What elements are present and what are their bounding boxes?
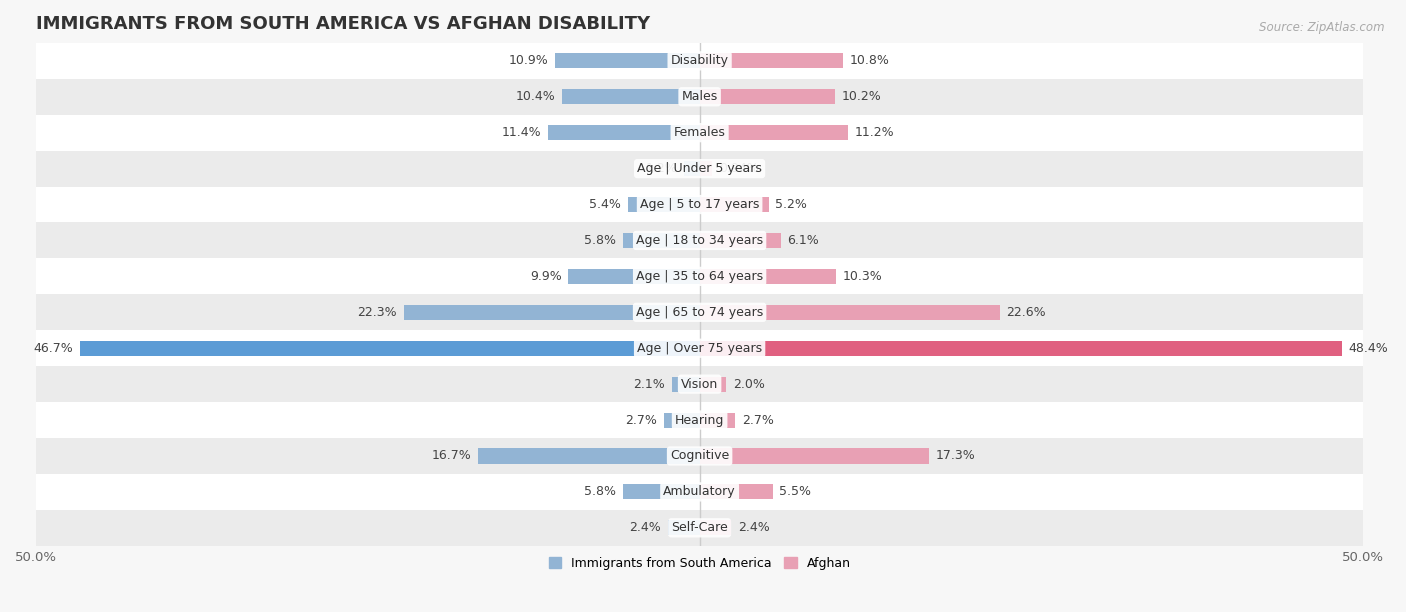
Bar bbox=[700, 376, 725, 392]
Text: 2.4%: 2.4% bbox=[630, 521, 661, 534]
Bar bbox=[80, 341, 700, 356]
Bar bbox=[37, 330, 1364, 366]
Text: Males: Males bbox=[682, 91, 717, 103]
Text: 9.9%: 9.9% bbox=[530, 270, 561, 283]
Text: Age | 35 to 64 years: Age | 35 to 64 years bbox=[636, 270, 763, 283]
Bar bbox=[700, 449, 929, 463]
Bar bbox=[700, 89, 835, 104]
Bar bbox=[37, 510, 1364, 546]
Text: Age | 5 to 17 years: Age | 5 to 17 years bbox=[640, 198, 759, 211]
Bar bbox=[700, 305, 1000, 320]
Text: Hearing: Hearing bbox=[675, 414, 724, 427]
Bar bbox=[664, 412, 700, 428]
Bar bbox=[37, 223, 1364, 258]
Text: Age | Over 75 years: Age | Over 75 years bbox=[637, 341, 762, 355]
Text: 22.6%: 22.6% bbox=[1007, 306, 1046, 319]
Text: 16.7%: 16.7% bbox=[432, 449, 471, 463]
Bar bbox=[37, 294, 1364, 330]
Text: 5.4%: 5.4% bbox=[589, 198, 621, 211]
Bar bbox=[700, 520, 731, 536]
Bar bbox=[555, 53, 700, 69]
Text: 10.3%: 10.3% bbox=[844, 270, 883, 283]
Text: 2.4%: 2.4% bbox=[738, 521, 770, 534]
Text: 10.4%: 10.4% bbox=[515, 91, 555, 103]
Bar bbox=[561, 89, 700, 104]
Text: Cognitive: Cognitive bbox=[671, 449, 730, 463]
Bar bbox=[700, 161, 711, 176]
Bar bbox=[683, 161, 700, 176]
Bar bbox=[700, 53, 844, 69]
Text: IMMIGRANTS FROM SOUTH AMERICA VS AFGHAN DISABILITY: IMMIGRANTS FROM SOUTH AMERICA VS AFGHAN … bbox=[37, 15, 650, 33]
Text: Vision: Vision bbox=[681, 378, 718, 390]
Bar bbox=[37, 43, 1364, 79]
Bar bbox=[568, 269, 700, 284]
Bar bbox=[700, 269, 837, 284]
Bar bbox=[37, 258, 1364, 294]
Text: 46.7%: 46.7% bbox=[34, 341, 73, 355]
Text: 5.5%: 5.5% bbox=[779, 485, 811, 498]
Text: 5.8%: 5.8% bbox=[583, 234, 616, 247]
Bar bbox=[700, 484, 773, 499]
Bar bbox=[623, 484, 700, 499]
Bar bbox=[37, 114, 1364, 151]
Text: 11.2%: 11.2% bbox=[855, 126, 894, 139]
Bar bbox=[700, 412, 735, 428]
Bar bbox=[37, 187, 1364, 223]
Text: Females: Females bbox=[673, 126, 725, 139]
Bar bbox=[37, 151, 1364, 187]
Text: 2.7%: 2.7% bbox=[626, 414, 657, 427]
Bar bbox=[700, 197, 769, 212]
Text: 5.2%: 5.2% bbox=[775, 198, 807, 211]
Bar bbox=[37, 438, 1364, 474]
Text: 5.8%: 5.8% bbox=[583, 485, 616, 498]
Text: 6.1%: 6.1% bbox=[787, 234, 818, 247]
Bar bbox=[623, 233, 700, 248]
Bar bbox=[668, 520, 700, 536]
Text: 0.94%: 0.94% bbox=[718, 162, 758, 175]
Text: Age | 18 to 34 years: Age | 18 to 34 years bbox=[636, 234, 763, 247]
Text: 22.3%: 22.3% bbox=[357, 306, 396, 319]
Bar bbox=[700, 125, 848, 140]
Text: Age | Under 5 years: Age | Under 5 years bbox=[637, 162, 762, 175]
Text: 10.2%: 10.2% bbox=[842, 91, 882, 103]
Bar bbox=[37, 474, 1364, 510]
Bar bbox=[404, 305, 700, 320]
Text: 10.8%: 10.8% bbox=[849, 54, 890, 67]
Bar bbox=[548, 125, 700, 140]
Text: 1.2%: 1.2% bbox=[645, 162, 678, 175]
Bar bbox=[700, 233, 780, 248]
Bar bbox=[37, 402, 1364, 438]
Text: Age | 65 to 74 years: Age | 65 to 74 years bbox=[636, 306, 763, 319]
Bar bbox=[672, 376, 700, 392]
Text: 10.9%: 10.9% bbox=[509, 54, 548, 67]
Text: Ambulatory: Ambulatory bbox=[664, 485, 735, 498]
Bar bbox=[478, 449, 700, 463]
Text: Self-Care: Self-Care bbox=[671, 521, 728, 534]
Text: 48.4%: 48.4% bbox=[1348, 341, 1388, 355]
Bar bbox=[37, 79, 1364, 114]
Text: Source: ZipAtlas.com: Source: ZipAtlas.com bbox=[1260, 21, 1385, 34]
Legend: Immigrants from South America, Afghan: Immigrants from South America, Afghan bbox=[544, 552, 856, 575]
Bar bbox=[700, 341, 1341, 356]
Bar bbox=[628, 197, 700, 212]
Text: 2.0%: 2.0% bbox=[733, 378, 765, 390]
Text: Disability: Disability bbox=[671, 54, 728, 67]
Bar bbox=[37, 366, 1364, 402]
Text: 17.3%: 17.3% bbox=[936, 449, 976, 463]
Text: 2.1%: 2.1% bbox=[633, 378, 665, 390]
Text: 2.7%: 2.7% bbox=[742, 414, 773, 427]
Text: 11.4%: 11.4% bbox=[502, 126, 541, 139]
